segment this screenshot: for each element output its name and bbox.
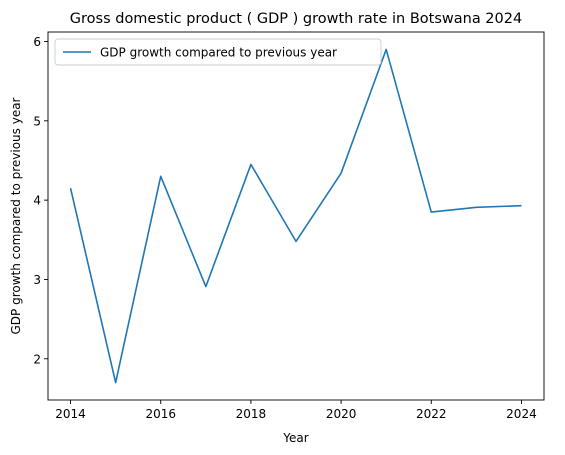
- y-tick-label: 5: [33, 114, 41, 128]
- x-axis: 2014 2016 2018 2020 2022 2024: [55, 400, 537, 421]
- x-tick-label: 2014: [55, 407, 86, 421]
- legend: GDP growth compared to previous year: [54, 38, 382, 66]
- x-tick-label: 2018: [236, 407, 267, 421]
- y-axis: 2 3 4 5 6: [33, 35, 48, 366]
- x-tick-label: 2022: [416, 407, 447, 421]
- x-tick-label: 2024: [506, 407, 537, 421]
- y-tick-label: 2: [33, 352, 41, 366]
- chart-title: Gross domestic product ( GDP ) growth ra…: [70, 11, 522, 27]
- x-tick-label: 2020: [326, 407, 357, 421]
- x-axis-label: Year: [282, 431, 308, 445]
- plot-area: [47, 31, 545, 401]
- x-tick-label: 2016: [145, 407, 176, 421]
- series-layer: [69, 48, 522, 384]
- legend-label: GDP growth compared to previous year: [100, 46, 337, 60]
- y-axis-label: GDP growth compared to previous year: [9, 97, 23, 334]
- y-tick-label: 3: [33, 273, 41, 287]
- series-line: [69, 48, 522, 384]
- y-tick-label: 6: [33, 35, 41, 49]
- y-tick-label: 4: [33, 194, 41, 208]
- legend-box: [54, 38, 382, 66]
